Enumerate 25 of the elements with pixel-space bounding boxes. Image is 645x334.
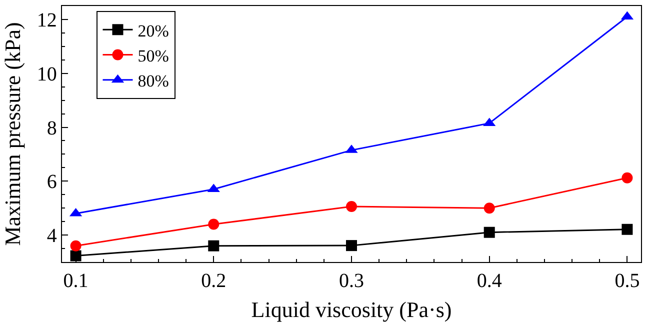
y-tick-label: 12 (36, 9, 57, 32)
x-tick-label: 0.4 (476, 270, 502, 292)
point (208, 240, 220, 252)
legend-label: 20% (138, 21, 169, 40)
point (484, 226, 495, 238)
point (484, 202, 495, 214)
y-tick-label: 4 (46, 225, 57, 248)
legend-label: 80% (138, 72, 169, 90)
x-axis-title: Liquid viscosity (Pa·s) (251, 297, 452, 322)
point (622, 224, 633, 235)
y-tick-label: 8 (46, 117, 57, 140)
y-axis-title: Maximum pressure (kPa) (0, 22, 25, 246)
legend-label: 50% (138, 46, 169, 66)
point (208, 218, 220, 230)
x-tick-label: 0.3 (339, 270, 364, 292)
point (70, 240, 82, 252)
x-tick-label: 0.1 (63, 270, 88, 292)
x-tick-label: 0.5 (614, 270, 640, 292)
point (346, 200, 357, 212)
point (346, 240, 357, 252)
x-tick-label: 0.2 (201, 270, 226, 292)
y-tick-label: 10 (36, 63, 57, 86)
y-tick-label: 6 (46, 171, 57, 194)
point (70, 250, 82, 262)
point (622, 172, 633, 184)
